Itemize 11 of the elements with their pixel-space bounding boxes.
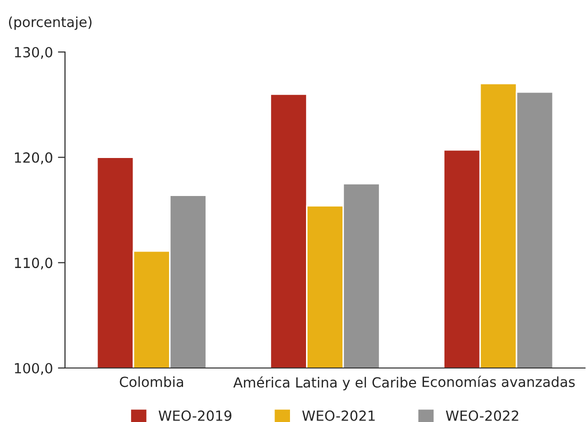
x-tick-label: Economías avanzadas (422, 376, 575, 388)
y-tick-label: 100,0 (14, 362, 52, 375)
y-axis-title: (porcentaje) (8, 16, 92, 30)
legend-label: WEO-2019 (158, 410, 232, 421)
legend-label: WEO-2022 (446, 410, 518, 421)
x-tick-label: Colombia (120, 376, 184, 388)
x-tick-label: América Latina y el Caribe (233, 376, 416, 390)
y-tick-label: 120,0 (14, 152, 52, 164)
legend-label: WEO-2021 (302, 410, 375, 421)
y-tick-label: 110,0 (14, 258, 52, 270)
y-tick-label: 130,0 (14, 46, 52, 59)
